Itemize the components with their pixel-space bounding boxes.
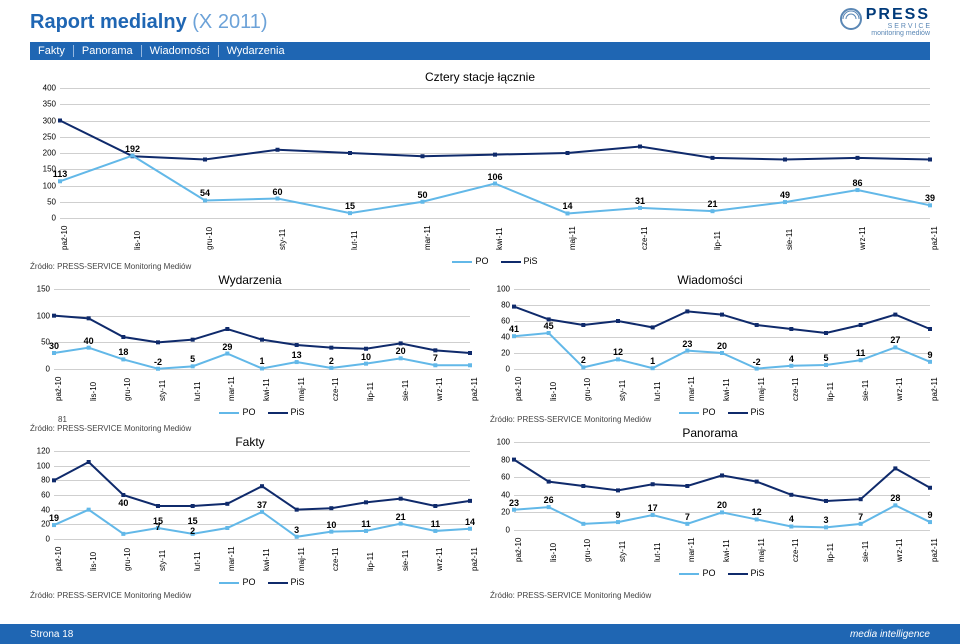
logo-text: PRESS [866,7,930,23]
chart-main: Cztery stacje łącznie 050100150200250300… [30,70,930,260]
logo-sub2: monitoring mediów [840,30,930,37]
footer-bar: Strona 18 media intelligence [0,624,960,644]
header: Raport medialny (X 2011) PRESS S E R V I… [0,0,960,40]
src-wyd: 81Źródło: PRESS-SERVICE Monitoring Medió… [30,415,470,433]
charts-area: Cztery stacje łącznie 050100150200250300… [0,60,960,602]
src-wyd-txt: Źródło: PRESS-SERVICE Monitoring Mediów [30,424,191,433]
logo-sub1: S E R V I C E [866,23,930,30]
plot-wia: 0204060801001245911122023274145-2paź-10l… [514,289,930,369]
footer-brand: media intelligence [850,629,930,640]
logo-icon [840,8,862,30]
page-number: Strona 18 [30,629,73,640]
tab-bar: Fakty Panorama Wiadomości Wydarzenia [30,42,930,60]
chart-pan-title: Panorama [490,426,930,440]
chart-main-title: Cztery stacje łącznie [30,70,930,84]
chart-fak-title: Fakty [30,435,470,449]
chart-wydarzenia: Wydarzenia 050100150125710131820293040-2… [30,273,470,413]
src-pan: Źródło: PRESS-SERVICE Monitoring Mediów [490,591,930,600]
tab-wydarzenia[interactable]: Wydarzenia [219,45,293,57]
plot-main: 0501001502002503003504001415213139495054… [60,88,930,218]
logo: PRESS S E R V I C E monitoring mediów [840,7,930,37]
chart-fakty: Fakty 0204060801001202371011141519213740… [30,435,470,585]
title-period: (X 2011) [192,11,267,33]
page-title: Raport medialny (X 2011) [30,11,268,34]
chart-wyd-title: Wydarzenia [30,273,470,287]
tab-fakty[interactable]: Fakty [30,45,74,57]
title-main: Raport medialny [30,11,187,33]
chart-wia-title: Wiadomości [490,273,930,287]
src-fak: Źródło: PRESS-SERVICE Monitoring Mediów [30,591,470,600]
plot-fak: 02040608010012023710111415192137401115pa… [54,451,470,539]
chart-panorama: Panorama 020406080100347912172023262879p… [490,426,930,576]
tab-wiadomosci[interactable]: Wiadomości [142,45,219,57]
report-page: Raport medialny (X 2011) PRESS S E R V I… [0,0,960,644]
plot-pan: 020406080100347912172023262879paź-10lis-… [514,442,930,530]
plot-wyd: 050100150125710131820293040-2paź-10lis-1… [54,289,470,369]
chart-wiadomosci: Wiadomości 02040608010012459111220232741… [490,273,930,413]
tab-panorama[interactable]: Panorama [74,45,142,57]
